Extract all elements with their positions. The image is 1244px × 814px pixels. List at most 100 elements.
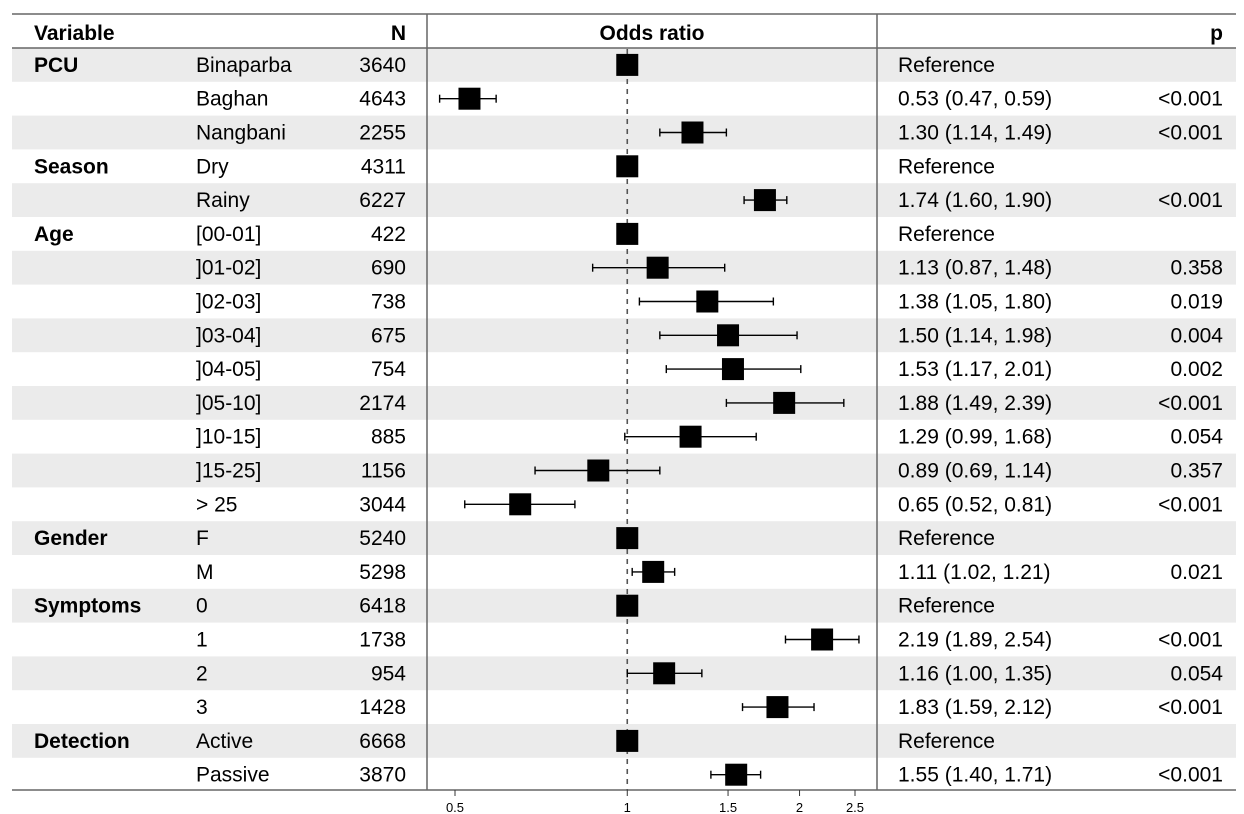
ci-text: 0.53 (0.47, 0.59) — [898, 88, 1052, 111]
odds-ratio-marker — [773, 391, 796, 414]
p-value: 0.358 — [1170, 257, 1223, 280]
x-axis-ticks: 0.5 1 1.5 2 2.5 — [446, 790, 864, 814]
table-row: Detection Active 6668 Reference — [34, 729, 995, 753]
n-value: 3870 — [359, 764, 406, 787]
odds-ratio-marker — [616, 527, 639, 550]
level-label: Passive — [196, 764, 270, 787]
table-row: ]01-02] 690 1.13 (0.87, 1.48) 0.358 — [196, 256, 1223, 280]
odds-ratio-marker — [725, 763, 748, 786]
p-value: <0.001 — [1158, 629, 1223, 652]
table-row: ]02-03] 738 1.38 (1.05, 1.80) 0.019 — [196, 290, 1223, 314]
p-value: <0.001 — [1158, 189, 1223, 212]
row-band — [12, 318, 1236, 353]
table-row: ]05-10] 2174 1.88 (1.49, 2.39) <0.001 — [196, 391, 1223, 415]
n-value: 2174 — [359, 392, 406, 415]
table-row: 1 1738 2.19 (1.89, 2.54) <0.001 — [196, 628, 1223, 652]
n-value: 5298 — [359, 561, 406, 584]
ci-text: 1.50 (1.14, 1.98) — [898, 324, 1052, 347]
level-label: F — [196, 527, 209, 550]
x-tick-label: 1.5 — [719, 800, 737, 814]
table-row: ]04-05] 754 1.53 (1.17, 2.01) 0.002 — [196, 358, 1223, 381]
odds-ratio-marker — [679, 425, 702, 448]
level-label: Dry — [196, 155, 229, 178]
ci-text: 1.74 (1.60, 1.90) — [898, 189, 1052, 212]
level-label: ]15-25] — [196, 460, 261, 483]
n-value: 6418 — [359, 595, 406, 618]
variable-name: Detection — [34, 730, 130, 753]
odds-ratio-marker — [509, 493, 532, 516]
ci-text: 1.83 (1.59, 2.12) — [898, 696, 1052, 719]
n-value: 5240 — [359, 527, 406, 550]
ci-text: Reference — [898, 54, 995, 77]
table-row: M 5298 1.11 (1.02, 1.21) 0.021 — [196, 560, 1223, 584]
level-label: > 25 — [196, 493, 237, 516]
table-row: Season Dry 4311 Reference — [34, 155, 995, 178]
n-value: 1156 — [361, 460, 406, 483]
level-label: ]03-04] — [196, 324, 261, 347]
variable-name: Season — [34, 155, 109, 178]
row-bands — [12, 48, 1236, 758]
level-label: Rainy — [196, 189, 250, 212]
ci-text: Reference — [898, 527, 995, 550]
ci-text: 1.88 (1.49, 2.39) — [898, 392, 1052, 415]
x-tick-label: 0.5 — [446, 800, 464, 814]
odds-ratio-marker — [616, 729, 639, 752]
level-label: 0 — [196, 595, 208, 618]
table-row: ]15-25] 1156 0.89 (0.69, 1.14) 0.357 — [196, 459, 1223, 483]
table-row: Passive 3870 1.55 (1.40, 1.71) <0.001 — [196, 763, 1223, 787]
header-variable: Variable — [34, 22, 115, 45]
p-value: 0.019 — [1170, 291, 1223, 314]
p-value: <0.001 — [1158, 764, 1223, 787]
odds-ratio-marker — [616, 155, 639, 178]
level-label: Nangbani — [196, 122, 286, 145]
n-value: 954 — [371, 662, 406, 685]
level-label: M — [196, 561, 214, 584]
table-row: 2 954 1.16 (1.00, 1.35) 0.054 — [196, 662, 1223, 685]
variable-name: Age — [34, 223, 74, 246]
ci-text: 1.13 (0.87, 1.48) — [898, 257, 1052, 280]
p-value: 0.004 — [1170, 324, 1223, 347]
ci-text: 1.30 (1.14, 1.49) — [898, 122, 1052, 145]
ci-text: 1.53 (1.17, 2.01) — [898, 358, 1052, 381]
odds-ratio-marker — [721, 358, 744, 381]
ci-text: 2.19 (1.89, 2.54) — [898, 629, 1052, 652]
n-value: 1428 — [359, 696, 406, 719]
p-value: 0.054 — [1170, 662, 1223, 685]
level-label: ]01-02] — [196, 257, 261, 280]
level-label: 3 — [196, 696, 208, 719]
n-value: 738 — [371, 291, 406, 314]
ci-text: 1.55 (1.40, 1.71) — [898, 764, 1052, 787]
odds-ratio-marker — [681, 121, 704, 144]
table-row: Rainy 6227 1.74 (1.60, 1.90) <0.001 — [196, 189, 1223, 212]
n-value: 2255 — [359, 122, 406, 145]
table-row: Symptoms 0 6418 Reference — [34, 594, 995, 618]
n-value: 885 — [371, 426, 406, 449]
ci-text: 0.89 (0.69, 1.14) — [898, 460, 1052, 483]
odds-ratio-marker — [587, 459, 610, 482]
n-value: 1738 — [359, 629, 406, 652]
odds-ratio-marker — [753, 189, 776, 212]
odds-ratio-marker — [616, 53, 639, 76]
ci-text: 0.65 (0.52, 0.81) — [898, 493, 1052, 516]
table-row: Age [00-01] 422 Reference — [34, 222, 995, 246]
ci-text: Reference — [898, 223, 995, 246]
p-value: 0.357 — [1170, 460, 1223, 483]
table-row: 3 1428 1.83 (1.59, 2.12) <0.001 — [196, 696, 1223, 719]
ci-text: Reference — [898, 730, 995, 753]
n-value: 6668 — [359, 730, 406, 753]
variable-name: Symptoms — [34, 595, 141, 618]
level-label: ]02-03] — [196, 291, 261, 314]
row-band — [12, 386, 1236, 420]
level-label: ]04-05] — [196, 358, 261, 381]
p-value: 0.002 — [1170, 358, 1223, 381]
level-label: 2 — [196, 662, 208, 685]
odds-ratio-marker — [616, 222, 639, 245]
level-label: 1 — [196, 629, 208, 652]
ci-text: 1.11 (1.02, 1.21) — [898, 561, 1051, 584]
level-label: [00-01] — [196, 223, 261, 246]
n-value: 6227 — [359, 189, 406, 212]
table-row: ]03-04] 675 1.50 (1.14, 1.98) 0.004 — [196, 324, 1223, 347]
header-p: p — [1210, 22, 1223, 45]
level-label: ]05-10] — [196, 392, 261, 415]
